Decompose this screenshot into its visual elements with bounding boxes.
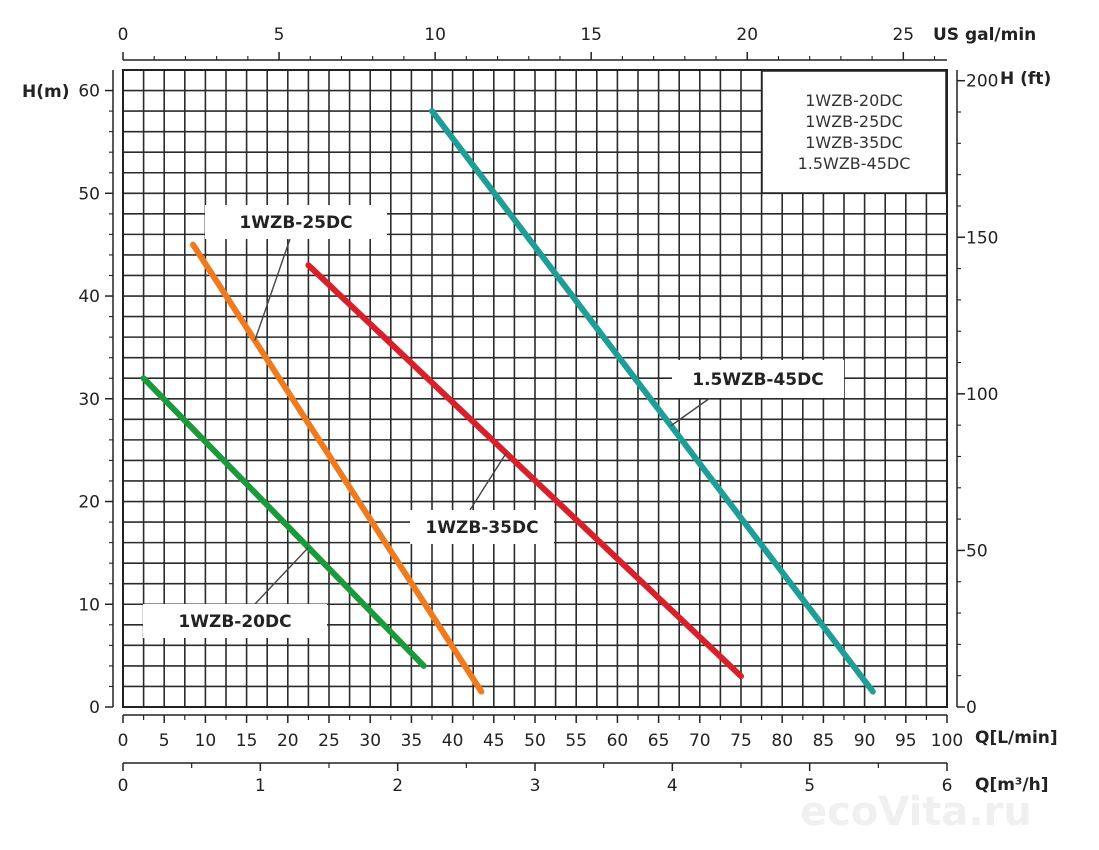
- y-tick-label-m: 20: [78, 493, 100, 513]
- x-tick-label-lmin: 55: [565, 731, 587, 751]
- x-tick-label-lmin: 75: [730, 731, 752, 751]
- x-axis-m3h-title: Q[m³/h]: [975, 775, 1048, 795]
- x-tick-label-lmin: 35: [401, 731, 423, 751]
- legend-entry: 1WZB-20DC: [805, 91, 903, 110]
- callout-leader: [670, 397, 711, 427]
- x-tick-label-lmin: 70: [689, 731, 711, 751]
- y-tick-label-ft: 150: [966, 228, 998, 248]
- x-tick-label-lmin: 10: [195, 731, 217, 751]
- x-tick-label-lmin: 40: [442, 731, 464, 751]
- plot-frame: [122, 69, 948, 708]
- x-tick-label-m3h: 1: [255, 776, 266, 796]
- callout-label: 1WZB-25DC: [239, 213, 352, 233]
- callouts: 1WZB-20DC 1WZB-25DC 1WZB-35DC 1.5WZB-45DC: [143, 205, 844, 638]
- x-tick-label-lmin: 100: [931, 731, 963, 751]
- series-line-1wzb-35dc: [305, 262, 744, 680]
- x-axis-gal-title: US gal/min: [933, 25, 1036, 45]
- callout-box: [410, 510, 554, 544]
- series-line-1wzb-20dc: [140, 375, 427, 669]
- x-tick-label-m3h: 3: [530, 776, 541, 796]
- callout-box: [143, 604, 327, 638]
- x-tick-label-lmin: 30: [359, 731, 381, 751]
- callout-leader: [254, 238, 291, 341]
- y-tick-label-m: 50: [78, 184, 100, 204]
- y-tick-label-m: 60: [78, 82, 100, 102]
- callout-label: 1WZB-20DC: [178, 612, 291, 632]
- x-tick-label-gal: 0: [118, 25, 129, 45]
- x-tick-label-lmin: 50: [524, 731, 546, 751]
- x-tick-label-gal: 5: [274, 25, 285, 45]
- y-tick-label-m: 40: [78, 287, 100, 307]
- x-tick-label-lmin: 25: [318, 731, 340, 751]
- y-axis-ft-title: H (ft): [1000, 69, 1051, 89]
- plot-border: [122, 69, 948, 708]
- x-tick-label-lmin: 80: [771, 731, 793, 751]
- y-axis-m-title: H(m): [22, 82, 69, 102]
- callout-leader: [469, 452, 507, 511]
- y-tick-label-ft: 200: [966, 72, 998, 92]
- callout-leader: [254, 546, 309, 605]
- x-tick-label-lmin: 95: [895, 731, 917, 751]
- legend-entry: 1WZB-35DC: [805, 133, 903, 152]
- x-tick-label-gal: 20: [736, 25, 758, 45]
- series-line-1-5wzb-45dc: [429, 108, 876, 695]
- callout-label: 1WZB-35DC: [425, 518, 538, 538]
- x-tick-label-lmin: 15: [236, 731, 258, 751]
- x-axis-lmin-title: Q[L/min]: [975, 728, 1058, 748]
- x-tick-label-lmin: 85: [813, 731, 835, 751]
- series-line-1wzb-25dc: [190, 241, 485, 695]
- grid: [123, 70, 947, 707]
- x-tick-label-lmin: 65: [648, 731, 670, 751]
- callout-box: [672, 360, 844, 398]
- series-group: [140, 108, 876, 695]
- x-tick-label-lmin: 0: [118, 731, 129, 751]
- legend-box: [761, 70, 947, 194]
- watermark: ecoVita.ru: [800, 789, 1032, 835]
- y-tick-label-m: 10: [78, 595, 100, 615]
- y-tick-label-m: 0: [89, 698, 100, 718]
- x-tick-label-m3h: 4: [667, 776, 678, 796]
- y-tick-label-ft: 100: [966, 385, 998, 405]
- x-tick-label-m3h: 2: [392, 776, 403, 796]
- legend-entry: 1WZB-25DC: [805, 112, 903, 131]
- x-tick-label-m3h: 6: [942, 776, 953, 796]
- y-tick-label-ft: 0: [966, 698, 977, 718]
- x-tick-label-lmin: 45: [483, 731, 505, 751]
- axes: 0 5 10 15 20 25 30 35 40 45 50 55 60 65 70 75 80 85 90 95 10…: [22, 25, 1058, 796]
- y-tick-label-m: 30: [78, 390, 100, 410]
- x-tick-label-gal: 15: [580, 25, 602, 45]
- x-tick-label-gal: 25: [892, 25, 914, 45]
- x-tick-label-lmin: 5: [159, 731, 170, 751]
- x-tick-label-lmin: 90: [854, 731, 876, 751]
- y-tick-label-ft: 50: [966, 541, 988, 561]
- callout-label: 1.5WZB-45DC: [692, 370, 823, 390]
- x-tick-label-gal: 10: [424, 25, 446, 45]
- legend-entry: 1.5WZB-45DC: [798, 154, 911, 173]
- x-tick-label-m3h: 5: [804, 776, 815, 796]
- callout-box: [205, 205, 387, 239]
- legend: 1WZB-20DC 1WZB-25DC 1WZB-35DC 1.5WZB-45DC: [761, 70, 947, 194]
- x-tick-label-m3h: 0: [118, 776, 129, 796]
- x-tick-label-lmin: 20: [277, 731, 299, 751]
- x-tick-label-lmin: 60: [607, 731, 629, 751]
